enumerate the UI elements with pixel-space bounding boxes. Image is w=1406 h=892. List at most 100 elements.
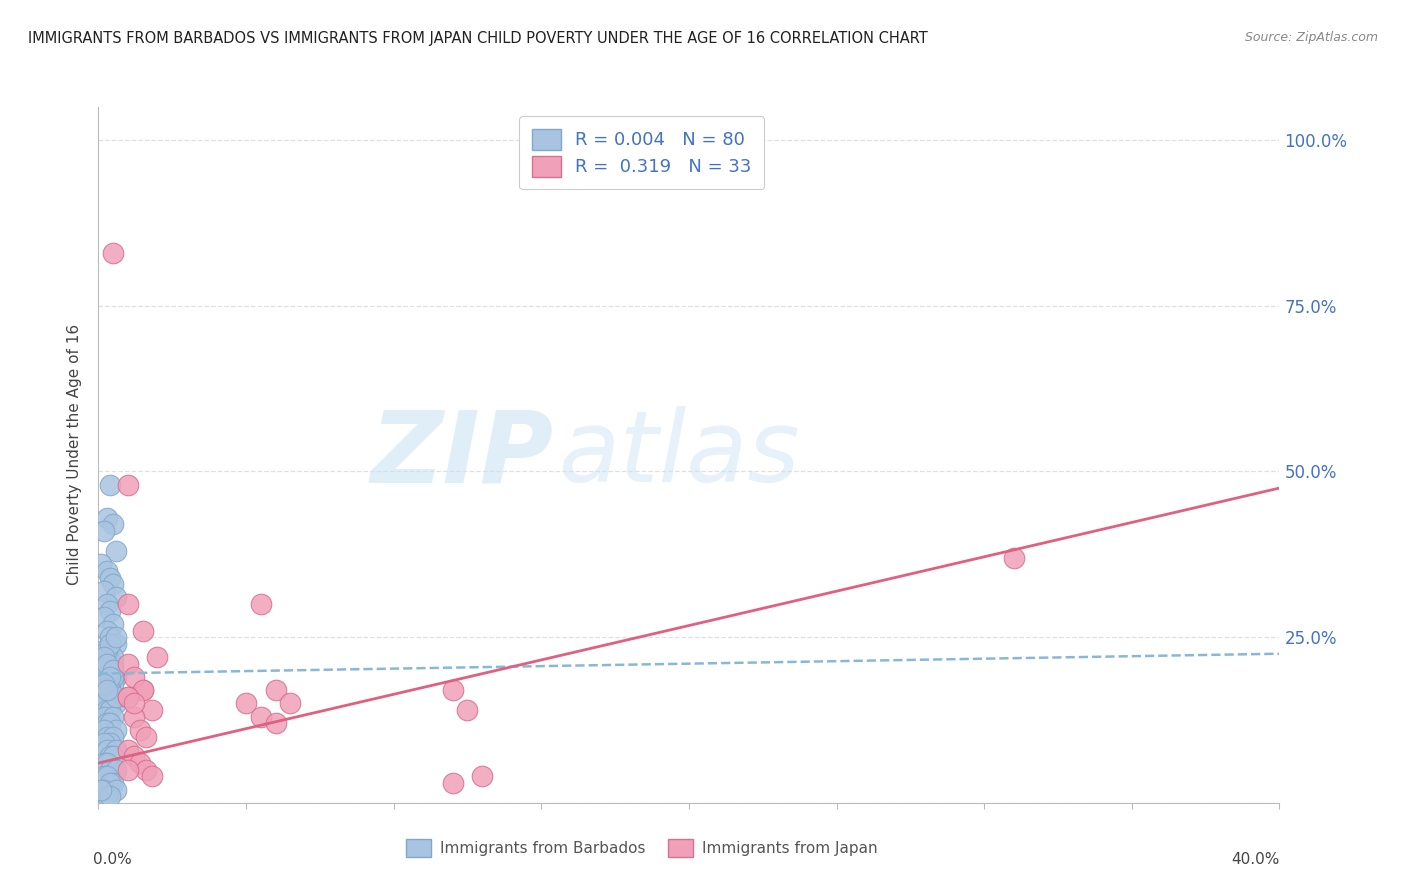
Point	[90, 650, 112, 665]
Point	[103, 749, 125, 764]
Point	[96, 789, 118, 804]
Text: atlas: atlas	[560, 407, 800, 503]
Point	[93, 610, 115, 624]
Text: ZIP: ZIP	[370, 407, 553, 503]
Point	[98, 670, 121, 684]
Text: Source: ZipAtlas.com: Source: ZipAtlas.com	[1244, 31, 1378, 45]
Text: 40.0%: 40.0%	[1232, 852, 1279, 866]
Point	[93, 663, 115, 677]
Point	[280, 697, 302, 711]
Point	[93, 650, 115, 665]
Point	[103, 670, 125, 684]
Point	[122, 749, 145, 764]
Point	[93, 657, 115, 671]
Point	[103, 776, 125, 790]
Point	[105, 544, 128, 558]
Point	[105, 743, 128, 757]
Point	[98, 789, 121, 804]
Point	[117, 597, 139, 611]
Point	[93, 782, 115, 797]
Point	[103, 690, 125, 704]
Point	[135, 763, 157, 777]
Point	[96, 564, 118, 578]
Point	[103, 616, 125, 631]
Point	[264, 683, 287, 698]
Point	[457, 703, 479, 717]
Point	[96, 597, 118, 611]
Point	[93, 663, 115, 677]
Point	[96, 676, 118, 690]
Point	[98, 683, 121, 698]
Point	[98, 657, 121, 671]
Point	[96, 511, 118, 525]
Point	[122, 670, 145, 684]
Point	[96, 650, 118, 665]
Point	[93, 583, 115, 598]
Point	[96, 657, 118, 671]
Point	[117, 690, 139, 704]
Point	[98, 776, 121, 790]
Point	[141, 769, 163, 783]
Point	[105, 782, 128, 797]
Point	[128, 756, 150, 770]
Point	[103, 650, 125, 665]
Point	[441, 776, 464, 790]
Point	[98, 736, 121, 750]
Point	[98, 716, 121, 731]
Point	[441, 683, 464, 698]
Point	[93, 524, 115, 538]
Point	[96, 769, 118, 783]
Point	[96, 683, 118, 698]
Point	[96, 676, 118, 690]
Point	[250, 709, 273, 723]
Point	[117, 763, 139, 777]
Point	[141, 703, 163, 717]
Point	[93, 736, 115, 750]
Point	[96, 730, 118, 744]
Legend: Immigrants from Barbados, Immigrants from Japan: Immigrants from Barbados, Immigrants fro…	[398, 832, 884, 864]
Point	[96, 690, 118, 704]
Point	[105, 591, 128, 605]
Point	[93, 697, 115, 711]
Point	[103, 517, 125, 532]
Point	[98, 683, 121, 698]
Point	[117, 743, 139, 757]
Point	[93, 709, 115, 723]
Point	[96, 643, 118, 657]
Point	[250, 597, 273, 611]
Point	[98, 637, 121, 651]
Point	[105, 637, 128, 651]
Point	[105, 763, 128, 777]
Point	[117, 657, 139, 671]
Point	[117, 690, 139, 704]
Point	[96, 743, 118, 757]
Point	[93, 756, 115, 770]
Point	[103, 663, 125, 677]
Point	[96, 663, 118, 677]
Point	[135, 730, 157, 744]
Point	[90, 558, 112, 572]
Point	[98, 670, 121, 684]
Point	[103, 245, 125, 260]
Point	[93, 723, 115, 737]
Point	[105, 630, 128, 644]
Point	[98, 703, 121, 717]
Point	[98, 763, 121, 777]
Text: 0.0%: 0.0%	[93, 852, 131, 866]
Point	[132, 683, 155, 698]
Point	[98, 604, 121, 618]
Point	[93, 683, 115, 698]
Point	[98, 630, 121, 644]
Point	[103, 657, 125, 671]
Point	[122, 709, 145, 723]
Point	[264, 716, 287, 731]
Point	[132, 624, 155, 638]
Point	[128, 723, 150, 737]
Point	[103, 577, 125, 591]
Point	[235, 697, 257, 711]
Point	[146, 650, 169, 665]
Point	[93, 676, 115, 690]
Point	[471, 769, 494, 783]
Y-axis label: Child Poverty Under the Age of 16: Child Poverty Under the Age of 16	[67, 325, 83, 585]
Point	[103, 709, 125, 723]
